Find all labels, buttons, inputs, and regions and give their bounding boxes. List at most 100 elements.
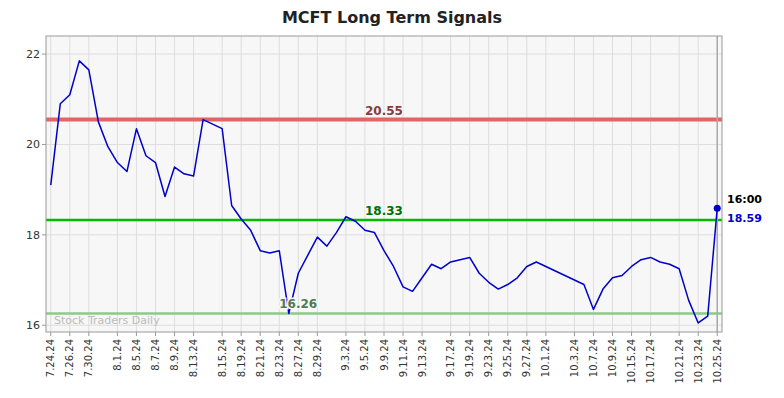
x-tick xyxy=(88,332,89,336)
x-tick xyxy=(117,332,118,336)
x-tick xyxy=(469,332,470,336)
watermark: Stock Traders Daily xyxy=(54,314,160,327)
x-tick xyxy=(450,332,451,336)
x-tick xyxy=(650,332,651,336)
x-tick-label: 8.7.24 xyxy=(150,339,161,371)
x-grid-line xyxy=(69,36,70,332)
x-tick-label: 8.29.24 xyxy=(312,339,323,377)
x-grid-line xyxy=(545,36,546,332)
x-grid-line xyxy=(450,36,451,332)
x-grid-line xyxy=(174,36,175,332)
x-grid-line xyxy=(298,36,299,332)
x-tick xyxy=(174,332,175,336)
x-tick xyxy=(384,332,385,336)
x-tick-label: 10.17.24 xyxy=(645,339,656,384)
x-grid-line xyxy=(612,36,613,332)
x-tick-label: 9.17.24 xyxy=(445,339,456,377)
x-grid-line xyxy=(507,36,508,332)
x-tick-label: 10.25.24 xyxy=(712,339,723,384)
title: MCFT Long Term Signals xyxy=(282,8,502,27)
x-grid-line xyxy=(117,36,118,332)
x-tick-label: 9.27.24 xyxy=(521,339,532,377)
x-grid-line xyxy=(279,36,280,332)
x-grid-line xyxy=(364,36,365,332)
x-tick-label: 8.13.24 xyxy=(188,339,199,377)
x-tick xyxy=(422,332,423,336)
x-grid-line xyxy=(650,36,651,332)
x-tick xyxy=(364,332,365,336)
x-tick xyxy=(545,332,546,336)
last-point-line xyxy=(716,36,718,332)
reference-line xyxy=(46,312,722,315)
x-tick xyxy=(698,332,699,336)
x-grid-line xyxy=(574,36,575,332)
x-tick-label: 9.11.24 xyxy=(398,339,409,377)
x-tick xyxy=(155,332,156,336)
x-grid-line xyxy=(241,36,242,332)
x-tick xyxy=(345,332,346,336)
x-tick xyxy=(260,332,261,336)
x-tick xyxy=(717,332,718,336)
y-tick-label: 18 xyxy=(26,229,40,242)
x-tick-label: 8.1.24 xyxy=(112,339,123,371)
x-grid-line xyxy=(155,36,156,332)
y-tick xyxy=(42,54,46,55)
y-tick xyxy=(42,144,46,145)
x-grid-line xyxy=(88,36,89,332)
x-tick-label: 7.30.24 xyxy=(83,339,94,377)
x-tick-label: 9.5.24 xyxy=(359,339,370,371)
x-grid-line xyxy=(384,36,385,332)
grid xyxy=(46,36,722,332)
reference-line xyxy=(46,118,722,122)
last-price-label: 18.59 xyxy=(727,212,762,225)
x-tick xyxy=(593,332,594,336)
x-tick-label: 10.23.24 xyxy=(693,339,704,384)
x-tick-label: 8.5.24 xyxy=(131,339,142,371)
x-tick-label: 8.21.24 xyxy=(255,339,266,377)
x-tick xyxy=(298,332,299,336)
x-tick-label: 9.23.24 xyxy=(483,339,494,377)
x-grid-line xyxy=(631,36,632,332)
x-grid-line xyxy=(679,36,680,332)
y-tick-label: 20 xyxy=(26,138,40,151)
chart: Stock Traders Daily20.5518.3316.2616:001… xyxy=(0,0,784,398)
last-time-label: 16:00 xyxy=(727,193,762,206)
x-tick-label: 8.15.24 xyxy=(217,339,228,377)
x-grid-line xyxy=(422,36,423,332)
x-tick-label: 10.3.24 xyxy=(569,339,580,377)
x-grid-line xyxy=(193,36,194,332)
x-tick xyxy=(612,332,613,336)
x-tick-label: 8.19.24 xyxy=(236,339,247,377)
x-tick xyxy=(193,332,194,336)
x-grid-line xyxy=(469,36,470,332)
y-tick xyxy=(42,234,46,235)
x-tick xyxy=(241,332,242,336)
x-tick xyxy=(403,332,404,336)
x-tick xyxy=(507,332,508,336)
x-tick-label: 9.19.24 xyxy=(464,339,475,377)
x-tick xyxy=(69,332,70,336)
reference-label: 18.33 xyxy=(365,204,403,218)
reference-label: 20.55 xyxy=(365,104,403,118)
x-tick-label: 8.9.24 xyxy=(169,339,180,371)
x-grid-line xyxy=(317,36,318,332)
x-grid-line xyxy=(717,36,718,332)
plot-area xyxy=(46,36,722,332)
x-tick-label: 10.15.24 xyxy=(626,339,637,384)
x-tick-label: 10.7.24 xyxy=(588,339,599,377)
reference-line xyxy=(46,219,722,222)
x-tick-label: 7.26.24 xyxy=(64,339,75,377)
x-tick xyxy=(279,332,280,336)
x-tick-label: 10.21.24 xyxy=(674,339,685,384)
price-line xyxy=(51,61,717,323)
x-tick xyxy=(488,332,489,336)
x-grid-line xyxy=(488,36,489,332)
x-grid-line xyxy=(345,36,346,332)
y-axis: 16182022 xyxy=(26,48,46,332)
x-tick-label: 9.25.24 xyxy=(502,339,513,377)
plot-frame xyxy=(46,36,722,332)
y-tick-label: 16 xyxy=(26,319,40,332)
x-tick-label: 9.9.24 xyxy=(379,339,390,371)
x-tick-label: 9.3.24 xyxy=(340,339,351,371)
x-axis: 7.24.247.26.247.30.248.1.248.5.248.7.248… xyxy=(45,332,722,384)
